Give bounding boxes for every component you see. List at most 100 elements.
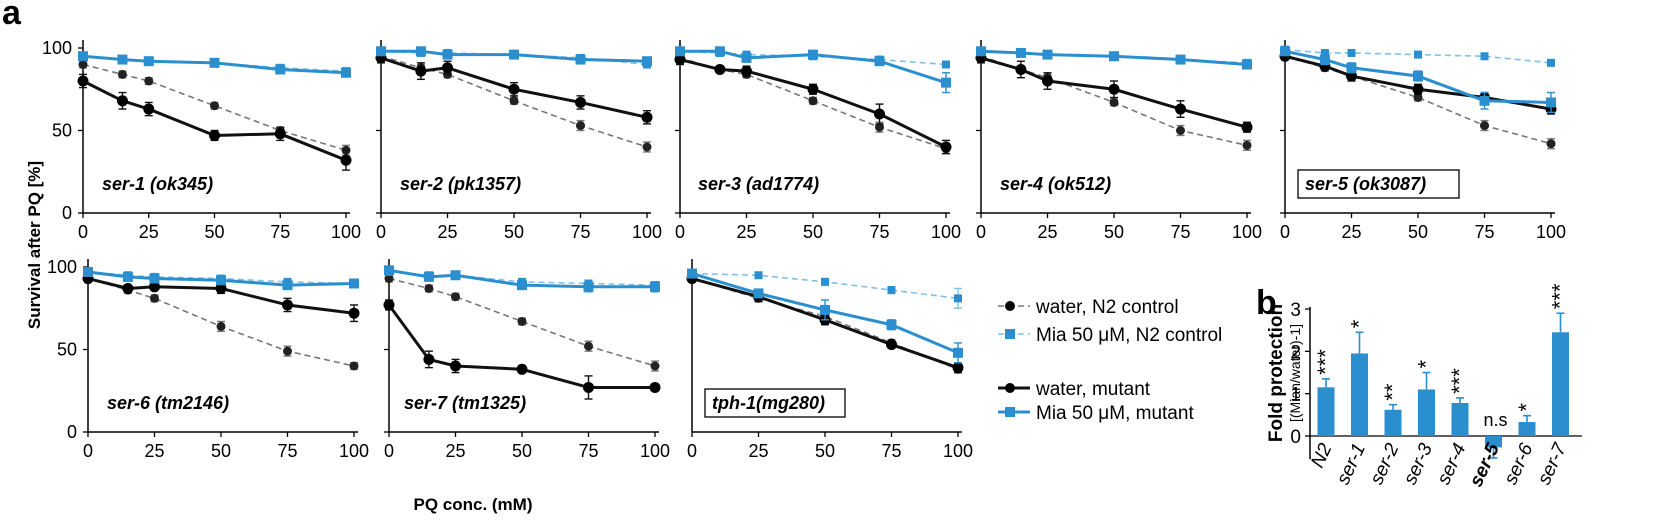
data-point	[143, 56, 154, 67]
panel-a-letter: a	[2, 0, 22, 32]
bar	[1518, 422, 1536, 436]
data-point	[1175, 103, 1186, 115]
data-point	[150, 293, 159, 303]
x-tick-label: 100	[1232, 222, 1262, 242]
data-point	[886, 319, 897, 330]
data-point	[349, 278, 359, 289]
series-line	[980, 56, 1248, 129]
data-point	[1347, 48, 1356, 57]
legend-label: Mia 50 μM, mutant	[1036, 403, 1194, 424]
series-line	[1284, 49, 1552, 104]
data-point	[517, 316, 527, 326]
bar	[1451, 402, 1469, 436]
data-point	[1319, 54, 1330, 65]
data-point	[1320, 48, 1329, 57]
panel-title: ser-4 (ok512)	[1000, 174, 1111, 194]
legend-marker	[1005, 329, 1015, 339]
panel-title: ser-5 (ok3087)	[1305, 174, 1426, 194]
series-line	[388, 268, 655, 289]
panel-title: ser-3 (ad1774)	[698, 174, 819, 194]
data-point	[275, 64, 286, 75]
x-tick-label: 50	[803, 222, 823, 242]
bar-category-label: ser-2	[1366, 440, 1403, 488]
panel-title: ser-1 (ok345)	[102, 174, 213, 194]
data-point	[1414, 50, 1422, 59]
series-line	[381, 49, 648, 63]
series-line	[87, 270, 355, 287]
y-tick-label: 0	[67, 422, 77, 442]
legend-label: water, mutant	[1035, 379, 1151, 400]
legend: water, N2 control Mia 50 μM, N2 control wa…	[998, 297, 1222, 424]
series-line	[87, 277, 355, 315]
bar-significance: *	[1347, 319, 1372, 328]
x-tick-label: 75	[570, 222, 590, 242]
data-point	[1241, 121, 1253, 133]
data-point	[1280, 46, 1290, 57]
panel-title-box	[704, 388, 846, 418]
data-point	[415, 65, 427, 77]
x-tick-label: 50	[504, 222, 524, 242]
data-point	[1042, 49, 1053, 60]
x-tick-label: 25	[144, 441, 164, 461]
data-point	[1413, 71, 1423, 82]
data-point	[376, 46, 386, 57]
data-point	[1546, 139, 1556, 149]
line-panel: 0 25 50 75 100 tph-1(mg280)	[686, 259, 973, 461]
data-point	[941, 77, 951, 88]
x-tick-label: 100	[339, 441, 369, 461]
data-point	[1015, 63, 1027, 75]
data-point	[952, 362, 964, 374]
data-point	[754, 271, 763, 280]
x-tick-label: 75	[270, 222, 290, 242]
line-panel: 0 25 50 75 100 ser-5 (ok3087)	[1279, 40, 1566, 242]
data-point	[583, 281, 594, 292]
data-point	[450, 360, 461, 372]
bar-significance: ***	[1313, 349, 1338, 375]
series-line	[387, 304, 655, 389]
series-line	[388, 277, 656, 367]
bar-category-label: ser-6	[1500, 440, 1537, 488]
bar-category-label: N2	[1307, 440, 1336, 471]
data-point	[122, 282, 134, 294]
legend-marker	[1005, 301, 1015, 311]
data-point	[808, 49, 818, 60]
data-point	[516, 363, 528, 375]
data-point	[116, 95, 128, 107]
data-point	[210, 101, 219, 111]
panel-title: tph-1(mg280)	[712, 393, 825, 413]
panel-title: ser-7 (tm1325)	[404, 393, 526, 413]
data-point	[650, 281, 660, 292]
bar-y-tick-label: 3	[1290, 300, 1301, 321]
data-point	[349, 361, 359, 371]
series-line	[1284, 48, 1552, 64]
data-point	[282, 299, 293, 311]
data-point	[1042, 75, 1053, 87]
data-point	[1480, 52, 1489, 61]
data-point	[423, 271, 434, 282]
data-point	[874, 56, 885, 67]
x-tick-label: 100	[640, 441, 670, 461]
bar	[1351, 353, 1368, 436]
data-point	[1480, 121, 1489, 131]
line-panel: 0 25 50 75 100 ser-7 (tm1325)	[383, 259, 670, 461]
data-point	[642, 56, 652, 67]
bar-category-label: ser-1	[1333, 440, 1370, 488]
data-point	[215, 282, 227, 294]
data-point	[584, 341, 593, 351]
data-point	[576, 121, 585, 131]
x-tick-label: 100	[943, 441, 973, 461]
x-tick-label: 75	[277, 441, 297, 461]
data-point	[954, 294, 962, 303]
bar-significance: *	[1514, 403, 1539, 412]
bar-category-label: ser-7	[1534, 439, 1572, 488]
data-point	[674, 54, 686, 66]
x-tick-label: 25	[1341, 222, 1361, 242]
data-point	[423, 353, 435, 365]
x-tick-label: 50	[211, 441, 231, 461]
x-axis-label: PQ conc. (mM)	[413, 495, 532, 514]
series-line	[82, 79, 347, 162]
data-point	[341, 67, 351, 78]
